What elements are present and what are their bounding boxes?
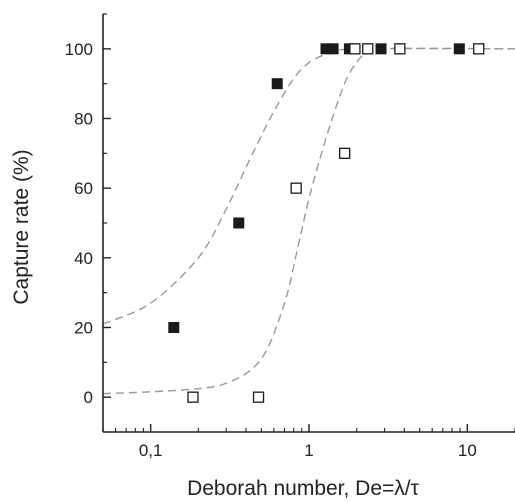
y-tick-label: 0 <box>84 388 93 407</box>
y-tick-label: 100 <box>65 40 93 59</box>
x-axis-label: Deborah number, De=λ/τ <box>187 477 420 500</box>
filled-square-point-5 <box>327 43 339 55</box>
open-square-point-6 <box>362 43 374 55</box>
y-tick-label: 80 <box>74 110 93 129</box>
open-square-point-3 <box>290 182 302 194</box>
open-square-point-7 <box>394 43 406 55</box>
open-square-point-1 <box>187 391 199 403</box>
y-axis-label: Capture rate (%) <box>10 149 33 304</box>
y-tick-label: 20 <box>74 319 93 338</box>
filled-square-point-7 <box>375 43 387 55</box>
x-tick-label: 0,1 <box>139 441 163 460</box>
filled-square-point-3 <box>271 78 283 90</box>
filled-square-point-8 <box>453 43 465 55</box>
x-tick-label: 10 <box>458 441 477 460</box>
y-tick-label: 60 <box>74 179 93 198</box>
fit-curves <box>102 47 515 395</box>
fit-curve-2 <box>102 47 515 395</box>
filled-square-point-1 <box>168 322 180 333</box>
data-markers <box>168 43 485 403</box>
tick-labels: 0 20 40 60 80 100 0,1 1 10 <box>65 40 477 460</box>
x-tick-label: 1 <box>304 441 313 460</box>
y-tick-label: 40 <box>74 249 93 268</box>
fit-curve-1 <box>102 47 515 325</box>
open-square-point-4 <box>339 147 351 159</box>
axes <box>102 13 515 433</box>
open-square-point-8 <box>473 43 485 55</box>
open-square-point-2 <box>252 391 265 403</box>
filled-square-point-2 <box>233 217 245 229</box>
open-square-point-5 <box>349 43 361 55</box>
